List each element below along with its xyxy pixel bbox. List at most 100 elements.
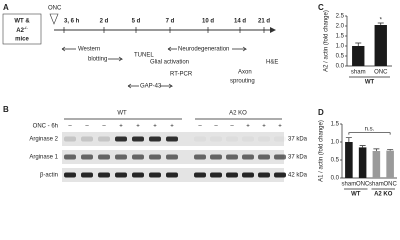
band xyxy=(115,136,127,142)
onc-marker xyxy=(49,13,59,25)
arrow xyxy=(61,46,124,62)
group-label: WT xyxy=(117,111,127,117)
band xyxy=(81,154,93,160)
annotation: * xyxy=(380,18,383,24)
onc-sign: + xyxy=(119,124,123,130)
band xyxy=(226,137,238,142)
size-label: 37 kDa xyxy=(288,155,308,161)
event: Glial activation xyxy=(150,60,189,66)
y-tick-label: 1.0 xyxy=(336,44,345,50)
event: blotting xyxy=(88,57,107,63)
band xyxy=(194,137,206,142)
size-label: 37 kDa xyxy=(288,137,308,143)
band xyxy=(210,172,222,178)
group-label: WT xyxy=(365,80,375,86)
band xyxy=(166,136,178,142)
band xyxy=(226,154,238,160)
x-tick-label: sham xyxy=(351,70,366,76)
timepoint: 2 d xyxy=(100,19,109,25)
band xyxy=(194,154,206,160)
band xyxy=(166,172,178,178)
panel-label: B xyxy=(3,105,9,114)
event: RT-PCR xyxy=(170,72,193,78)
x-tick-label: sham xyxy=(369,182,384,188)
band xyxy=(64,154,76,160)
bar xyxy=(358,147,367,178)
event: GAP-43 xyxy=(140,84,162,90)
band xyxy=(258,137,270,142)
band xyxy=(81,136,93,142)
y-tick-label: 1.0 xyxy=(331,140,340,146)
band xyxy=(166,154,178,160)
band xyxy=(115,172,127,178)
band xyxy=(210,137,222,142)
mice-box xyxy=(2,13,42,45)
band xyxy=(64,172,76,178)
row-label: β-actin xyxy=(40,173,58,179)
band xyxy=(149,136,161,142)
mice-text: WT & xyxy=(14,19,30,25)
band xyxy=(132,136,144,142)
timepoint: 7 d xyxy=(166,19,175,25)
bracket xyxy=(348,132,391,135)
y-axis-label: A1 / actin (fold change) xyxy=(319,120,325,182)
group-label: A2 KO xyxy=(374,192,393,198)
band xyxy=(226,172,238,178)
timepoint: 3, 6 h xyxy=(64,19,80,25)
event: sprouting xyxy=(230,79,255,85)
x-tick-label: ONC xyxy=(383,182,397,188)
bar xyxy=(386,150,394,178)
group-label: WT xyxy=(351,192,361,198)
mice-text: A2-/- xyxy=(16,25,28,34)
onc-sign: + xyxy=(262,124,266,130)
event: Axon xyxy=(238,70,252,76)
group-label: A2 KO xyxy=(229,111,247,117)
onc-sign: + xyxy=(246,124,250,130)
event: H&E xyxy=(266,60,278,66)
bar xyxy=(374,25,387,66)
figure: A WT & A2-/- mice ONC Western blotting T… xyxy=(2,3,397,198)
y-tick-label: 0.5 xyxy=(331,158,340,164)
onc-sign: + xyxy=(170,124,174,130)
onc-sign: – xyxy=(85,124,89,130)
annotation: n.s. xyxy=(365,126,375,132)
band xyxy=(242,172,254,178)
bar xyxy=(352,46,365,66)
onc-sign: – xyxy=(230,124,234,130)
panel-label: C xyxy=(318,3,324,12)
timepoint: 21 d xyxy=(258,19,270,25)
band xyxy=(132,172,144,178)
error-bar xyxy=(387,149,394,151)
y-tick-label: 1.5 xyxy=(336,34,345,40)
event: TUNEL xyxy=(134,53,154,59)
onc-label: ONC - 6h xyxy=(33,124,58,130)
size-label: 42 kDa xyxy=(288,173,308,179)
y-tick-label: 0.0 xyxy=(331,176,340,182)
band xyxy=(98,172,110,178)
band xyxy=(149,154,161,160)
timepoint: 10 d xyxy=(202,19,214,25)
band xyxy=(115,154,127,160)
band xyxy=(132,154,144,160)
error-bar xyxy=(377,22,384,25)
band xyxy=(274,137,286,142)
error-bar xyxy=(359,145,366,148)
panel-label: A xyxy=(3,3,9,12)
arrow xyxy=(167,46,248,52)
timepoint: 14 d xyxy=(234,19,246,25)
band xyxy=(274,154,286,160)
band xyxy=(64,136,76,142)
onc-sign: – xyxy=(214,124,218,130)
y-axis-label: A2 / actin (fold change) xyxy=(324,10,330,72)
y-tick-label: 0.5 xyxy=(336,54,345,60)
x-tick-label: ONC xyxy=(374,70,388,76)
mice-text: mice xyxy=(15,37,29,43)
band xyxy=(242,154,254,160)
band xyxy=(258,154,270,160)
timepoint: 5 d xyxy=(132,19,141,25)
onc-sign: – xyxy=(102,124,106,130)
event: Western xyxy=(78,47,100,53)
onc-sign: + xyxy=(136,124,140,130)
error-bar xyxy=(355,42,362,46)
y-tick-label: 2.0 xyxy=(336,24,345,30)
